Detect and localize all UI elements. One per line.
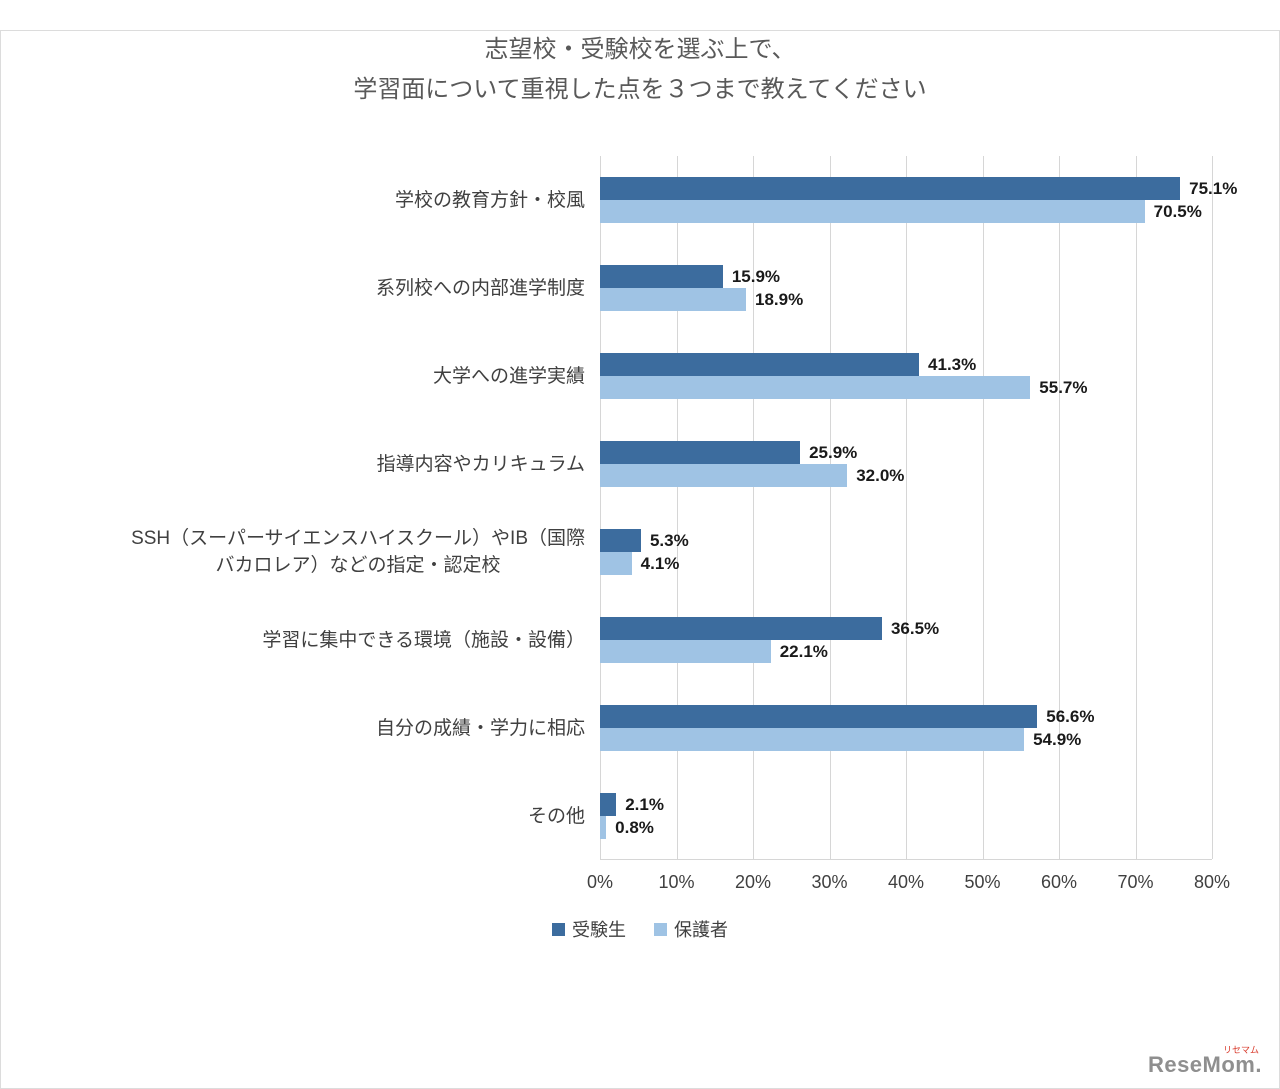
bar-series-0 [600, 617, 882, 640]
plot-rows: 学校の教育方針・校風 75.1% 70.5% 系列校への内部進学制度 15.9% 18.9… [0, 156, 1237, 860]
bar-series-1 [600, 816, 607, 839]
chart-title-line-2: 学習面について重視した点を３つまで教えてください [353, 76, 927, 103]
bar-series-1 [600, 288, 746, 311]
x-axis-tick-label: 20% [734, 872, 772, 892]
bar-group: 15.9% 18.9% [600, 265, 1218, 311]
x-axis-tick-label: 80% [1193, 872, 1231, 892]
x-axis-tick-label: 30% [811, 872, 848, 892]
gridline [600, 156, 601, 859]
category-label-text: 学校の教育方針・校風 [394, 189, 585, 211]
category-label-text: 指導内容やカリキュラム [376, 453, 585, 475]
category-label: 指導内容やカリキュラム [0, 451, 600, 478]
category-label-text: 自分の成績・学力に相応 [375, 717, 585, 739]
gridline [982, 156, 984, 859]
bar-group: 41.3% 55.7% [600, 353, 1218, 399]
bar-value-label: 4.1% [640, 554, 680, 573]
gridline [753, 156, 754, 859]
bar-series-0 [600, 529, 641, 552]
chart-title: 志望校・受験校を選ぶ上で、 学習面について重視した点を３つまで教えてください [0, 30, 1280, 110]
bar-group: 56.6% 54.9% [600, 705, 1218, 751]
chart-row: 学校の教育方針・校風 75.1% 70.5% [0, 156, 1237, 244]
bar-series-1 [600, 552, 632, 575]
chart-row: 大学への進学実績 41.3% 55.7% [0, 332, 1218, 420]
legend-label-hogosha: 保護者 [674, 920, 728, 940]
gridlines [600, 156, 1213, 860]
legend-label-jukensei: 受験生 [572, 920, 626, 940]
chart-row: 自分の成績・学力に相応 56.6% 54.9% [0, 684, 1218, 772]
bar-group: 5.3% 4.1% [600, 529, 1218, 575]
category-label-text: 大学への進学実績 [432, 365, 585, 387]
bar-group: 36.5% 22.1% [600, 617, 1218, 663]
legend-swatch-hogosha [654, 922, 667, 936]
category-label: SSH（スーパーサイエンスハイスクール）やIB（国際 バカロレア）などの指定・認… [0, 525, 600, 579]
legend-swatch-jukensei [552, 922, 565, 936]
chart-row: 指導内容やカリキュラム 25.9% 32.0% [0, 420, 1218, 508]
bar-value-label: 25.9% [809, 443, 858, 462]
bar-value-label: 54.9% [1033, 730, 1082, 749]
bar-series-0 [600, 177, 1181, 200]
bar-value-label: 5.3% [649, 531, 689, 550]
bar-value-label: 18.9% [755, 290, 804, 309]
chart-area: 学校の教育方針・校風 75.1% 70.5% 系列校への内部進学制度 15.9% 18.9… [0, 156, 1280, 942]
x-axis-tick-label: 40% [887, 872, 925, 892]
category-label-text: 学習に集中できる環境（施設・設備） [262, 629, 585, 651]
bar-value-label: 2.1% [625, 795, 664, 814]
x-axis-tick-label: 0% [586, 872, 614, 892]
category-label: 学校の教育方針・校風 [0, 187, 600, 214]
bar-group: 75.1% 70.5% [600, 177, 1237, 223]
legend-item-hogosha: 保護者 [654, 916, 728, 942]
bar-group: 2.1% 0.8% [600, 793, 1218, 839]
bar-value-label: 32.0% [856, 466, 905, 485]
bar-series-0 [600, 265, 723, 288]
category-label-text: 系列校への内部進学制度 [375, 277, 585, 299]
watermark-brand-text: ReseMom. [1147, 1052, 1262, 1077]
bar-value-label: 55.7% [1039, 378, 1088, 397]
chart-row: 系列校への内部進学制度 15.9% 18.9% [0, 244, 1218, 332]
bar-value-label: 36.5% [890, 619, 940, 638]
bar-series-0 [600, 353, 920, 376]
chart-row: その他 2.1% 0.8% [0, 772, 1218, 860]
gridline [1135, 156, 1137, 859]
bar-series-0 [600, 705, 1038, 728]
bar-value-label: 0.8% [615, 818, 654, 837]
gridline [1212, 156, 1213, 859]
chart-title-line-1: 志望校・受験校を選ぶ上で、 [484, 36, 796, 63]
x-axis-tick-label: 10% [658, 872, 695, 892]
category-label: 自分の成績・学力に相応 [0, 715, 600, 742]
bar-value-label: 22.1% [779, 642, 828, 661]
watermark-kana-text: リセマム [1222, 1045, 1259, 1055]
category-label: 学習に集中できる環境（施設・設備） [0, 627, 600, 654]
bar-series-1 [600, 640, 771, 663]
category-label: 大学への進学実績 [0, 363, 600, 390]
gridline [906, 156, 907, 859]
gridline [829, 156, 831, 859]
category-label-text: その他 [527, 805, 585, 827]
gridline [1059, 156, 1060, 859]
bar-value-label: 75.1% [1189, 179, 1238, 198]
legend-item-jukensei: 受験生 [552, 916, 626, 942]
watermark: リセマム ReseMom. [1148, 1046, 1262, 1077]
bar-value-label: 56.6% [1046, 707, 1095, 726]
bar-value-label: 15.9% [731, 267, 781, 286]
chart-row: 学習に集中できる環境（施設・設備） 36.5% 22.1% [0, 596, 1218, 684]
gridline [676, 156, 678, 859]
category-label: その他 [0, 803, 600, 830]
category-label-text: SSH（スーパーサイエンスハイスクール）やIB（国際 バカロレア）などの指定・認… [131, 528, 585, 576]
bar-series-1 [600, 200, 1145, 223]
bar-group: 25.9% 32.0% [600, 441, 1218, 487]
x-axis-tick-label: 50% [964, 872, 1001, 892]
bar-series-1 [600, 376, 1031, 399]
bar-series-0 [600, 441, 801, 464]
legend: 受験生 保護者 [0, 916, 1280, 942]
bar-value-label: 70.5% [1153, 202, 1202, 221]
bar-series-0 [600, 793, 617, 816]
x-axis-tick-label: 60% [1040, 872, 1078, 892]
chart-row: SSH（スーパーサイエンスハイスクール）やIB（国際 バカロレア）などの指定・認… [0, 508, 1218, 596]
bar-value-label: 41.3% [928, 355, 977, 374]
bar-series-1 [600, 728, 1025, 751]
x-axis: 0% 10% 20% 30% 40% 50% 60% 70% 80% [587, 860, 1230, 902]
bar-series-1 [600, 464, 848, 487]
category-label: 系列校への内部進学制度 [0, 275, 600, 302]
x-axis-tick-label: 70% [1117, 872, 1154, 892]
